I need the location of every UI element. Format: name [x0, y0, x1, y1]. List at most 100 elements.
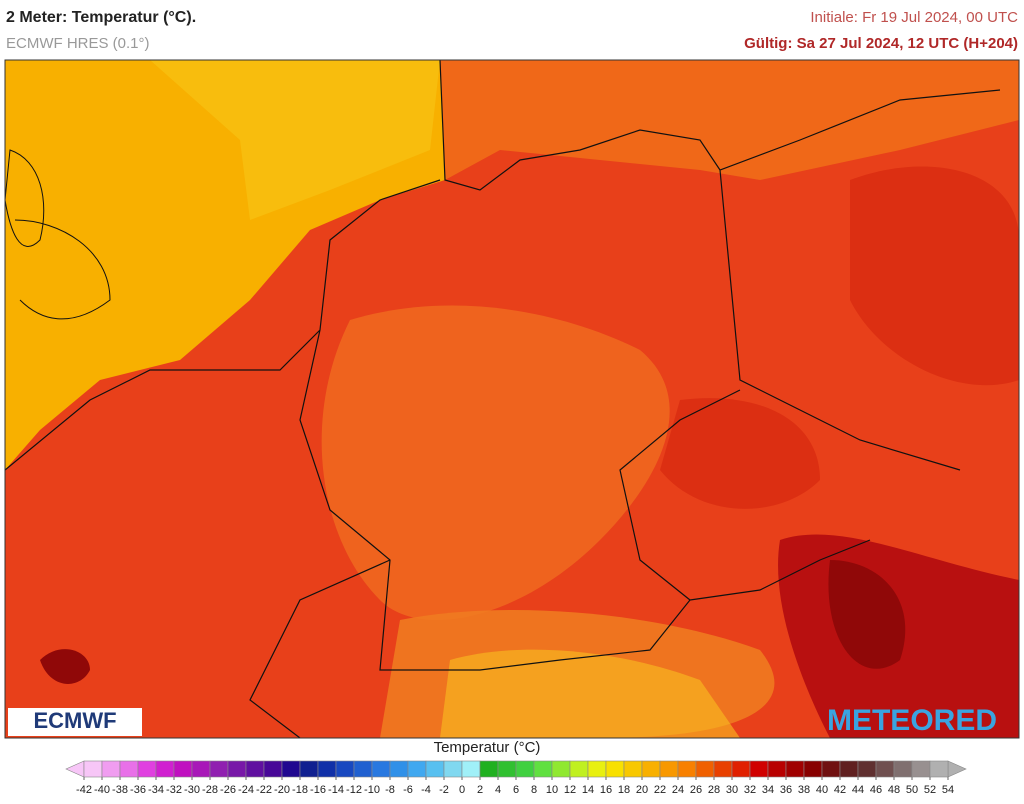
colorbar-cell: [101, 760, 121, 778]
tick-label: -16: [310, 784, 326, 796]
tick-label: 16: [600, 784, 612, 796]
colorbar-cell: [839, 760, 859, 778]
tick-label: -38: [112, 784, 128, 796]
tick-label: 14: [582, 784, 594, 796]
tick-label: -6: [403, 784, 413, 796]
colorbar-cell: [353, 760, 373, 778]
tick-label: -42: [76, 784, 92, 796]
tick-label: -26: [220, 784, 236, 796]
colorbar-cell: [929, 760, 949, 778]
colorbar-cell: [569, 760, 589, 778]
colorbar-cell: [677, 760, 697, 778]
colorbar-cell: [335, 760, 355, 778]
tick-label: 38: [798, 784, 810, 796]
logo-box: [8, 708, 142, 736]
tick-label: 28: [708, 784, 720, 796]
colorbar-cell: [533, 760, 553, 778]
colorbar-cell: [371, 760, 391, 778]
colorbar-cell: [875, 760, 895, 778]
tick-label: 8: [531, 784, 537, 796]
tick-label: 6: [513, 784, 519, 796]
tick-label: -20: [274, 784, 290, 796]
colorbar-cell: [479, 760, 499, 778]
colorbar-arrow: [947, 760, 967, 778]
tick-label: 24: [672, 784, 684, 796]
map-title: 2 Meter: Temperatur (°C).: [6, 9, 196, 26]
tick-label: -2: [439, 784, 449, 796]
colorbar-cell: [605, 760, 625, 778]
colorbar-arrow: [65, 760, 85, 778]
tick-label: 4: [495, 784, 501, 796]
colorbar: -42 -40 -38 -36 -34 -32 -30 -28 -26 -24 -22 -20 -18-…: [65, 760, 967, 796]
tick-label: -28: [202, 784, 218, 796]
colorbar-cell: [389, 760, 409, 778]
colorbar-cell: [641, 760, 661, 778]
colorbar-cell: [263, 760, 283, 778]
colorbar-cell: [137, 760, 157, 778]
colorbar-cell: [803, 760, 823, 778]
valid-time: Gültig: Sa 27 Jul 2024, 12 UTC (H+204): [744, 35, 1018, 52]
colorbar-cell: [767, 760, 787, 778]
tick-label: 46: [870, 784, 882, 796]
tick-label: 26: [690, 784, 702, 796]
tick-label: 22: [654, 784, 666, 796]
tick-label: 34: [762, 784, 774, 796]
tick-label: -24: [238, 784, 254, 796]
colorbar-cell: [119, 760, 139, 778]
colorbar-cell: [461, 760, 481, 778]
colorbar-cell: [515, 760, 535, 778]
tick-label: 12: [564, 784, 576, 796]
colorbar-cell: [713, 760, 733, 778]
colorbar-cell: [893, 760, 913, 778]
tick-label: 32: [744, 784, 756, 796]
colorbar-cell: [317, 760, 337, 778]
tick-label: -30: [184, 784, 200, 796]
ecmwf-logo: ECMWF: [33, 708, 116, 733]
tick-label: 54: [942, 784, 954, 796]
tick-label: -40: [94, 784, 110, 796]
tick-label: 36: [780, 784, 792, 796]
colorbar-cell: [209, 760, 229, 778]
colorbar-cell: [173, 760, 193, 778]
colorbar-cell: [245, 760, 265, 778]
tick-label: 52: [924, 784, 936, 796]
map: ECMWF METEORED: [4, 59, 1020, 739]
colorbar-cell: [227, 760, 247, 778]
tick-label: -22: [256, 784, 272, 796]
tick-label: 50: [906, 784, 918, 796]
colorbar-cell: [83, 760, 103, 778]
colorbar-cell: [443, 760, 463, 778]
tick-label: 18: [618, 784, 630, 796]
tick-label: 2: [477, 784, 483, 796]
tick-label: 40: [816, 784, 828, 796]
tick-label: -14: [328, 784, 344, 796]
colorbar-cell: [299, 760, 319, 778]
colorbar-cell: [281, 760, 301, 778]
init-time: Initiale: Fr 19 Jul 2024, 00 UTC: [810, 9, 1018, 26]
tick-label: -34: [148, 784, 164, 796]
tick-label: 30: [726, 784, 738, 796]
tick-label: -18: [292, 784, 308, 796]
colorbar-cell: [497, 760, 517, 778]
tick-label: -8: [385, 784, 395, 796]
colorbar-cell: [587, 760, 607, 778]
model-name: ECMWF HRES (0.1°): [6, 35, 150, 52]
colorbar-cell: [749, 760, 769, 778]
colorbar-cell: [659, 760, 679, 778]
tick-label: 42: [834, 784, 846, 796]
tick-label: -36: [130, 784, 146, 796]
tick-label: -32: [166, 784, 182, 796]
colorbar-cell: [857, 760, 877, 778]
tick-label: -4: [421, 784, 431, 796]
tick-label: 48: [888, 784, 900, 796]
tick-label: 44: [852, 784, 864, 796]
tick-label: 0: [459, 784, 465, 796]
colorbar-cell: [911, 760, 931, 778]
colorbar-cell: [731, 760, 751, 778]
colorbar-cell: [191, 760, 211, 778]
tick-label: -10: [364, 784, 380, 796]
colorbar-cell: [623, 760, 643, 778]
tick-label: 20: [636, 784, 648, 796]
tick-label: 10: [546, 784, 558, 796]
